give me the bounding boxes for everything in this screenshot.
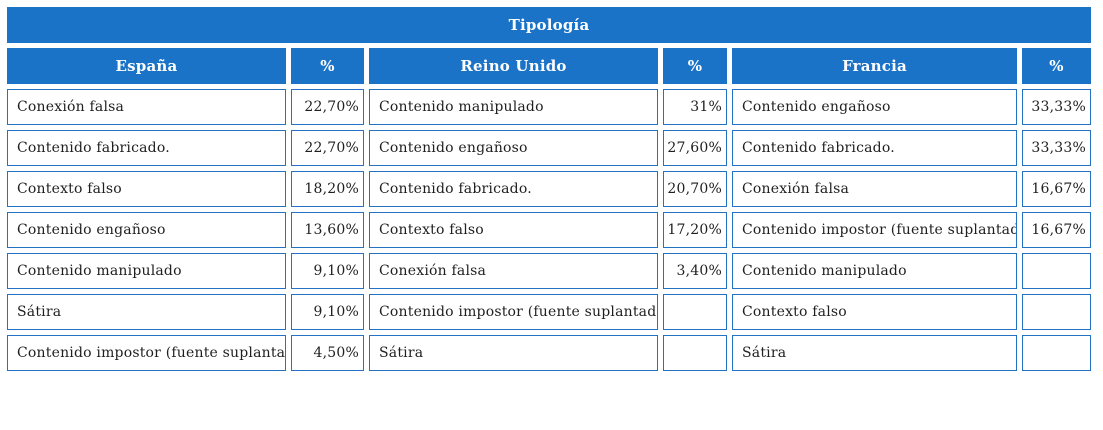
percent-cell: 3,40% bbox=[663, 253, 727, 289]
typology-cell: Contexto falso bbox=[369, 212, 658, 248]
percent-cell: 33,33% bbox=[1022, 130, 1091, 166]
typology-cell: Contenido impostor (fuente suplantada) bbox=[7, 335, 286, 371]
typology-cell: Contenido engañoso bbox=[369, 130, 658, 166]
typology-cell: Contenido manipulado bbox=[369, 89, 658, 125]
column-header-pct-espana: % bbox=[291, 48, 364, 84]
typology-cell: Conexión falsa bbox=[369, 253, 658, 289]
percent-cell bbox=[1022, 335, 1091, 371]
typology-table: Tipología España% Reino Unido% Francia% Con… bbox=[2, 2, 1096, 376]
percent-cell: 22,70% bbox=[291, 89, 364, 125]
typology-cell: Contenido impostor (fuente suplantada) bbox=[369, 294, 658, 330]
percent-cell bbox=[663, 294, 727, 330]
typology-cell: Contenido fabricado. bbox=[732, 130, 1017, 166]
percent-cell: 16,67% bbox=[1022, 171, 1091, 207]
percent-cell: 31% bbox=[663, 89, 727, 125]
percent-cell: 27,60% bbox=[663, 130, 727, 166]
table-title: Tipología bbox=[7, 7, 1091, 43]
column-header-espana: España bbox=[7, 48, 286, 84]
percent-cell: 17,20% bbox=[663, 212, 727, 248]
typology-cell: Sátira bbox=[369, 335, 658, 371]
typology-cell: Contenido fabricado. bbox=[7, 130, 286, 166]
percent-cell: 9,10% bbox=[291, 294, 364, 330]
typology-cell: Conexión falsa bbox=[7, 89, 286, 125]
percent-cell: 22,70% bbox=[291, 130, 364, 166]
percent-cell bbox=[663, 335, 727, 371]
typology-cell: Contenido manipulado bbox=[7, 253, 286, 289]
typology-cell: Sátira bbox=[7, 294, 286, 330]
percent-cell: 33,33% bbox=[1022, 89, 1091, 125]
typology-cell: Conexión falsa bbox=[732, 171, 1017, 207]
typology-cell: Contexto falso bbox=[732, 294, 1017, 330]
typology-cell: Contenido manipulado bbox=[732, 253, 1017, 289]
percent-cell bbox=[1022, 294, 1091, 330]
typology-cell: Sátira bbox=[732, 335, 1017, 371]
percent-cell: 13,60% bbox=[291, 212, 364, 248]
typology-cell: Contenido engañoso bbox=[7, 212, 286, 248]
typology-cell: Contenido impostor (fuente suplantada) bbox=[732, 212, 1017, 248]
column-header-reino-unido: Reino Unido bbox=[369, 48, 658, 84]
percent-cell: 18,20% bbox=[291, 171, 364, 207]
column-header-pct-reino-unido: % bbox=[663, 48, 727, 84]
column-header-francia: Francia bbox=[732, 48, 1017, 84]
column-header-pct-francia: % bbox=[1022, 48, 1091, 84]
percent-cell: 9,10% bbox=[291, 253, 364, 289]
percent-cell: 16,67% bbox=[1022, 212, 1091, 248]
percent-cell: 20,70% bbox=[663, 171, 727, 207]
percent-cell bbox=[1022, 253, 1091, 289]
typology-cell: Contexto falso bbox=[7, 171, 286, 207]
typology-cell: Contenido fabricado. bbox=[369, 171, 658, 207]
percent-cell: 4,50% bbox=[291, 335, 364, 371]
typology-cell: Contenido engañoso bbox=[732, 89, 1017, 125]
